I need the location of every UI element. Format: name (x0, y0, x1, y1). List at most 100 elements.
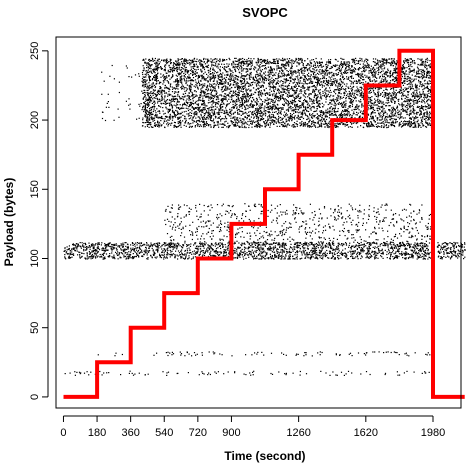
data-point (148, 247, 150, 249)
data-point (287, 123, 289, 125)
data-point (278, 89, 280, 91)
data-point (327, 122, 329, 124)
data-point (106, 246, 108, 248)
data-point (307, 96, 309, 98)
data-point (289, 257, 291, 259)
data-point (210, 242, 213, 245)
data-point (286, 95, 288, 97)
data-point (294, 108, 296, 110)
data-point (303, 95, 305, 97)
data-point (260, 247, 262, 249)
data-point (111, 252, 113, 254)
data-point (221, 88, 223, 90)
data-point (114, 258, 116, 260)
data-point (141, 90, 143, 92)
data-point (197, 104, 199, 106)
data-point (416, 90, 418, 92)
data-point (368, 104, 370, 106)
data-point (399, 242, 401, 244)
data-point (108, 242, 110, 244)
data-point (276, 69, 278, 71)
data-point (407, 105, 409, 107)
data-point (311, 255, 313, 258)
data-point (193, 64, 195, 66)
data-point (388, 101, 390, 104)
data-point (207, 255, 210, 257)
data-point (166, 257, 168, 259)
data-point (354, 257, 356, 259)
data-point (241, 83, 243, 85)
data-point (282, 243, 284, 245)
data-point (111, 256, 113, 258)
data-point (207, 112, 209, 114)
data-point (404, 67, 406, 69)
data-point (311, 116, 313, 118)
data-point (157, 67, 159, 69)
data-point (408, 64, 410, 66)
data-point (340, 253, 342, 256)
data-point (197, 86, 199, 88)
data-point (359, 82, 361, 84)
data-point (214, 124, 216, 126)
data-point (264, 243, 266, 245)
data-point (142, 92, 144, 94)
data-point (345, 109, 348, 111)
data-point (243, 242, 245, 244)
data-point (292, 88, 294, 90)
data-point (169, 58, 171, 60)
data-point (180, 77, 182, 79)
data-point (147, 119, 149, 121)
data-point (391, 79, 394, 81)
data-point (325, 72, 327, 74)
data-point (419, 97, 421, 99)
data-point (387, 122, 389, 124)
data-point (358, 89, 360, 91)
data-point (367, 88, 369, 90)
data-point (241, 251, 243, 254)
data-point (287, 105, 289, 107)
data-point (287, 79, 289, 81)
data-point (269, 247, 271, 249)
data-point (201, 75, 203, 77)
data-point (140, 245, 142, 247)
data-point (207, 249, 209, 251)
data-point (265, 67, 267, 69)
data-point (177, 250, 180, 252)
data-point (68, 256, 70, 258)
data-point (154, 57, 156, 60)
data-point (401, 244, 403, 247)
data-point (193, 112, 195, 114)
data-point (295, 57, 297, 60)
data-point (279, 75, 281, 77)
data-point (340, 79, 342, 81)
data-point (386, 257, 388, 259)
data-point (268, 247, 270, 249)
data-point (362, 111, 364, 113)
data-point (289, 62, 291, 64)
data-point (302, 113, 304, 115)
data-point (429, 99, 431, 101)
data-point (149, 94, 152, 96)
data-point (372, 246, 374, 248)
data-point (295, 105, 297, 107)
data-point (150, 91, 152, 93)
data-point (353, 70, 355, 72)
data-point (221, 101, 223, 103)
data-point (379, 108, 381, 111)
data-point (345, 242, 347, 244)
data-point (106, 102, 108, 104)
data-point (303, 78, 305, 80)
data-point (255, 114, 257, 116)
data-point (65, 252, 67, 254)
data-point (241, 81, 243, 83)
data-point (196, 245, 198, 247)
data-point (249, 254, 251, 256)
data-point (131, 242, 134, 244)
data-point (211, 243, 213, 245)
data-point (244, 251, 246, 253)
data-point (105, 253, 108, 255)
data-point (245, 88, 247, 90)
data-point (289, 251, 291, 253)
data-point (261, 248, 263, 250)
data-point (204, 252, 206, 254)
